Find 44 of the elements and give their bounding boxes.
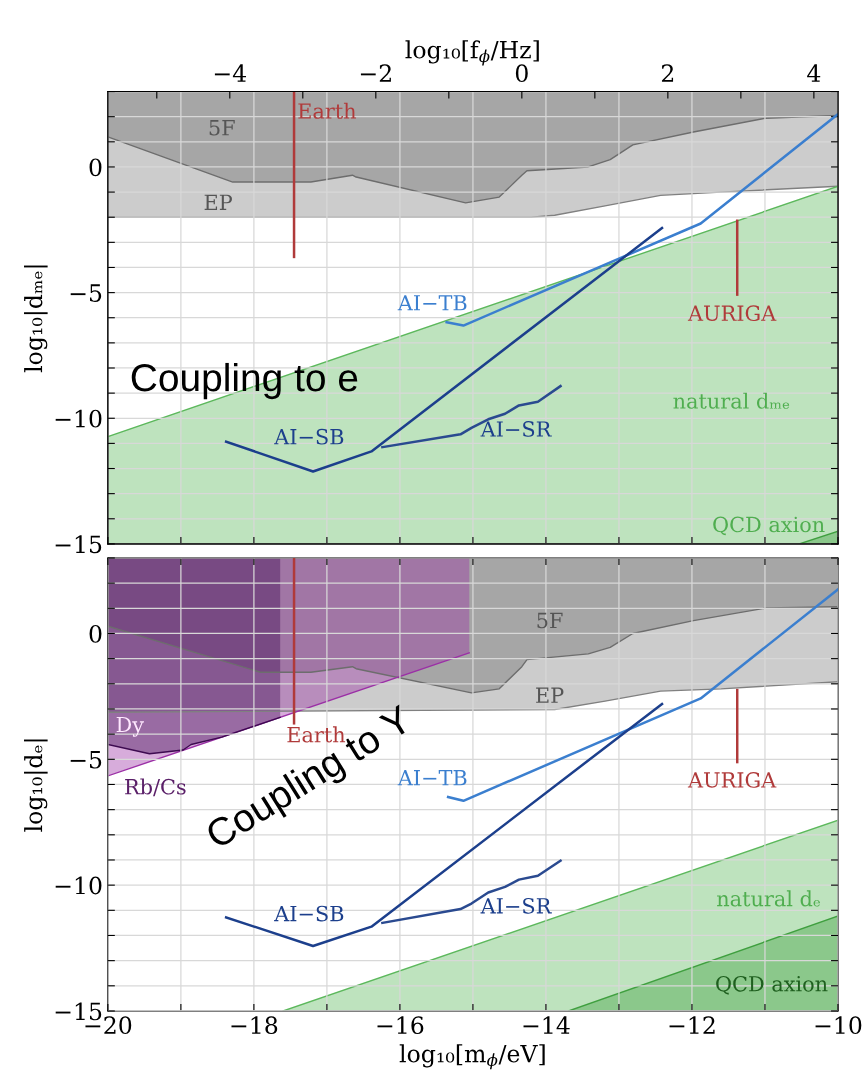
annotation: 5F — [209, 120, 235, 136]
y-tick-label: −15 — [55, 535, 102, 554]
y-axis-title: log₁₀|dₘₑ| — [24, 265, 48, 373]
x2-tick-label: 2 — [661, 64, 674, 82]
line-series — [107, 716, 281, 755]
line-series — [381, 859, 562, 925]
annotation: QCD axion — [713, 516, 825, 536]
y-tick-label: −5 — [70, 751, 102, 769]
annotation: QCD axion — [716, 975, 828, 995]
annotation: Coupling to e — [131, 362, 358, 400]
y-tick-label: 0 — [89, 158, 102, 177]
annotation: Earth — [298, 102, 357, 119]
x-tick-label: −18 — [231, 1016, 278, 1035]
x2-tick-label: −2 — [360, 64, 391, 82]
annotation: AI−TB — [397, 295, 467, 311]
annotation: AURIGA — [687, 772, 777, 788]
y-tick-label: −5 — [70, 284, 102, 302]
annotation: Earth — [287, 726, 346, 743]
x2-tick-label: −4 — [214, 64, 247, 82]
y-axis-title: log₁₀|dₑ| — [24, 739, 48, 832]
x-tick-label: −10 — [815, 1016, 862, 1035]
annotation: AI−SB — [274, 428, 344, 445]
annotation: natural dₘₑ — [673, 392, 790, 409]
annotation: AI−SR — [480, 897, 552, 914]
annotation: AI−SB — [274, 905, 344, 922]
annotation: natural dₑ — [717, 890, 820, 907]
y-tick-label: −10 — [55, 876, 102, 895]
line-series — [381, 384, 562, 449]
annotation: EP — [536, 687, 564, 703]
annotation: EP — [204, 194, 232, 210]
x-tick-label: −12 — [669, 1016, 715, 1034]
annotation: AI−SR — [480, 421, 552, 437]
x2-tick-label: 4 — [807, 64, 821, 82]
y-tick-label: 0 — [89, 624, 102, 643]
annotation: Dy — [116, 716, 144, 737]
annotation: AURIGA — [687, 305, 777, 322]
x2-tick-label: 0 — [515, 64, 528, 83]
x-tick-label: −14 — [523, 1016, 570, 1034]
annotation: AI−TB — [397, 770, 467, 786]
x-tick-label: −16 — [377, 1016, 424, 1035]
x-axis-title: log₁₀[m$_{ϕ}$/eV] — [399, 1044, 545, 1070]
annotation: Rb/Cs — [125, 778, 186, 797]
annotation: 5F — [537, 612, 563, 629]
y-tick-label: −10 — [55, 409, 102, 428]
